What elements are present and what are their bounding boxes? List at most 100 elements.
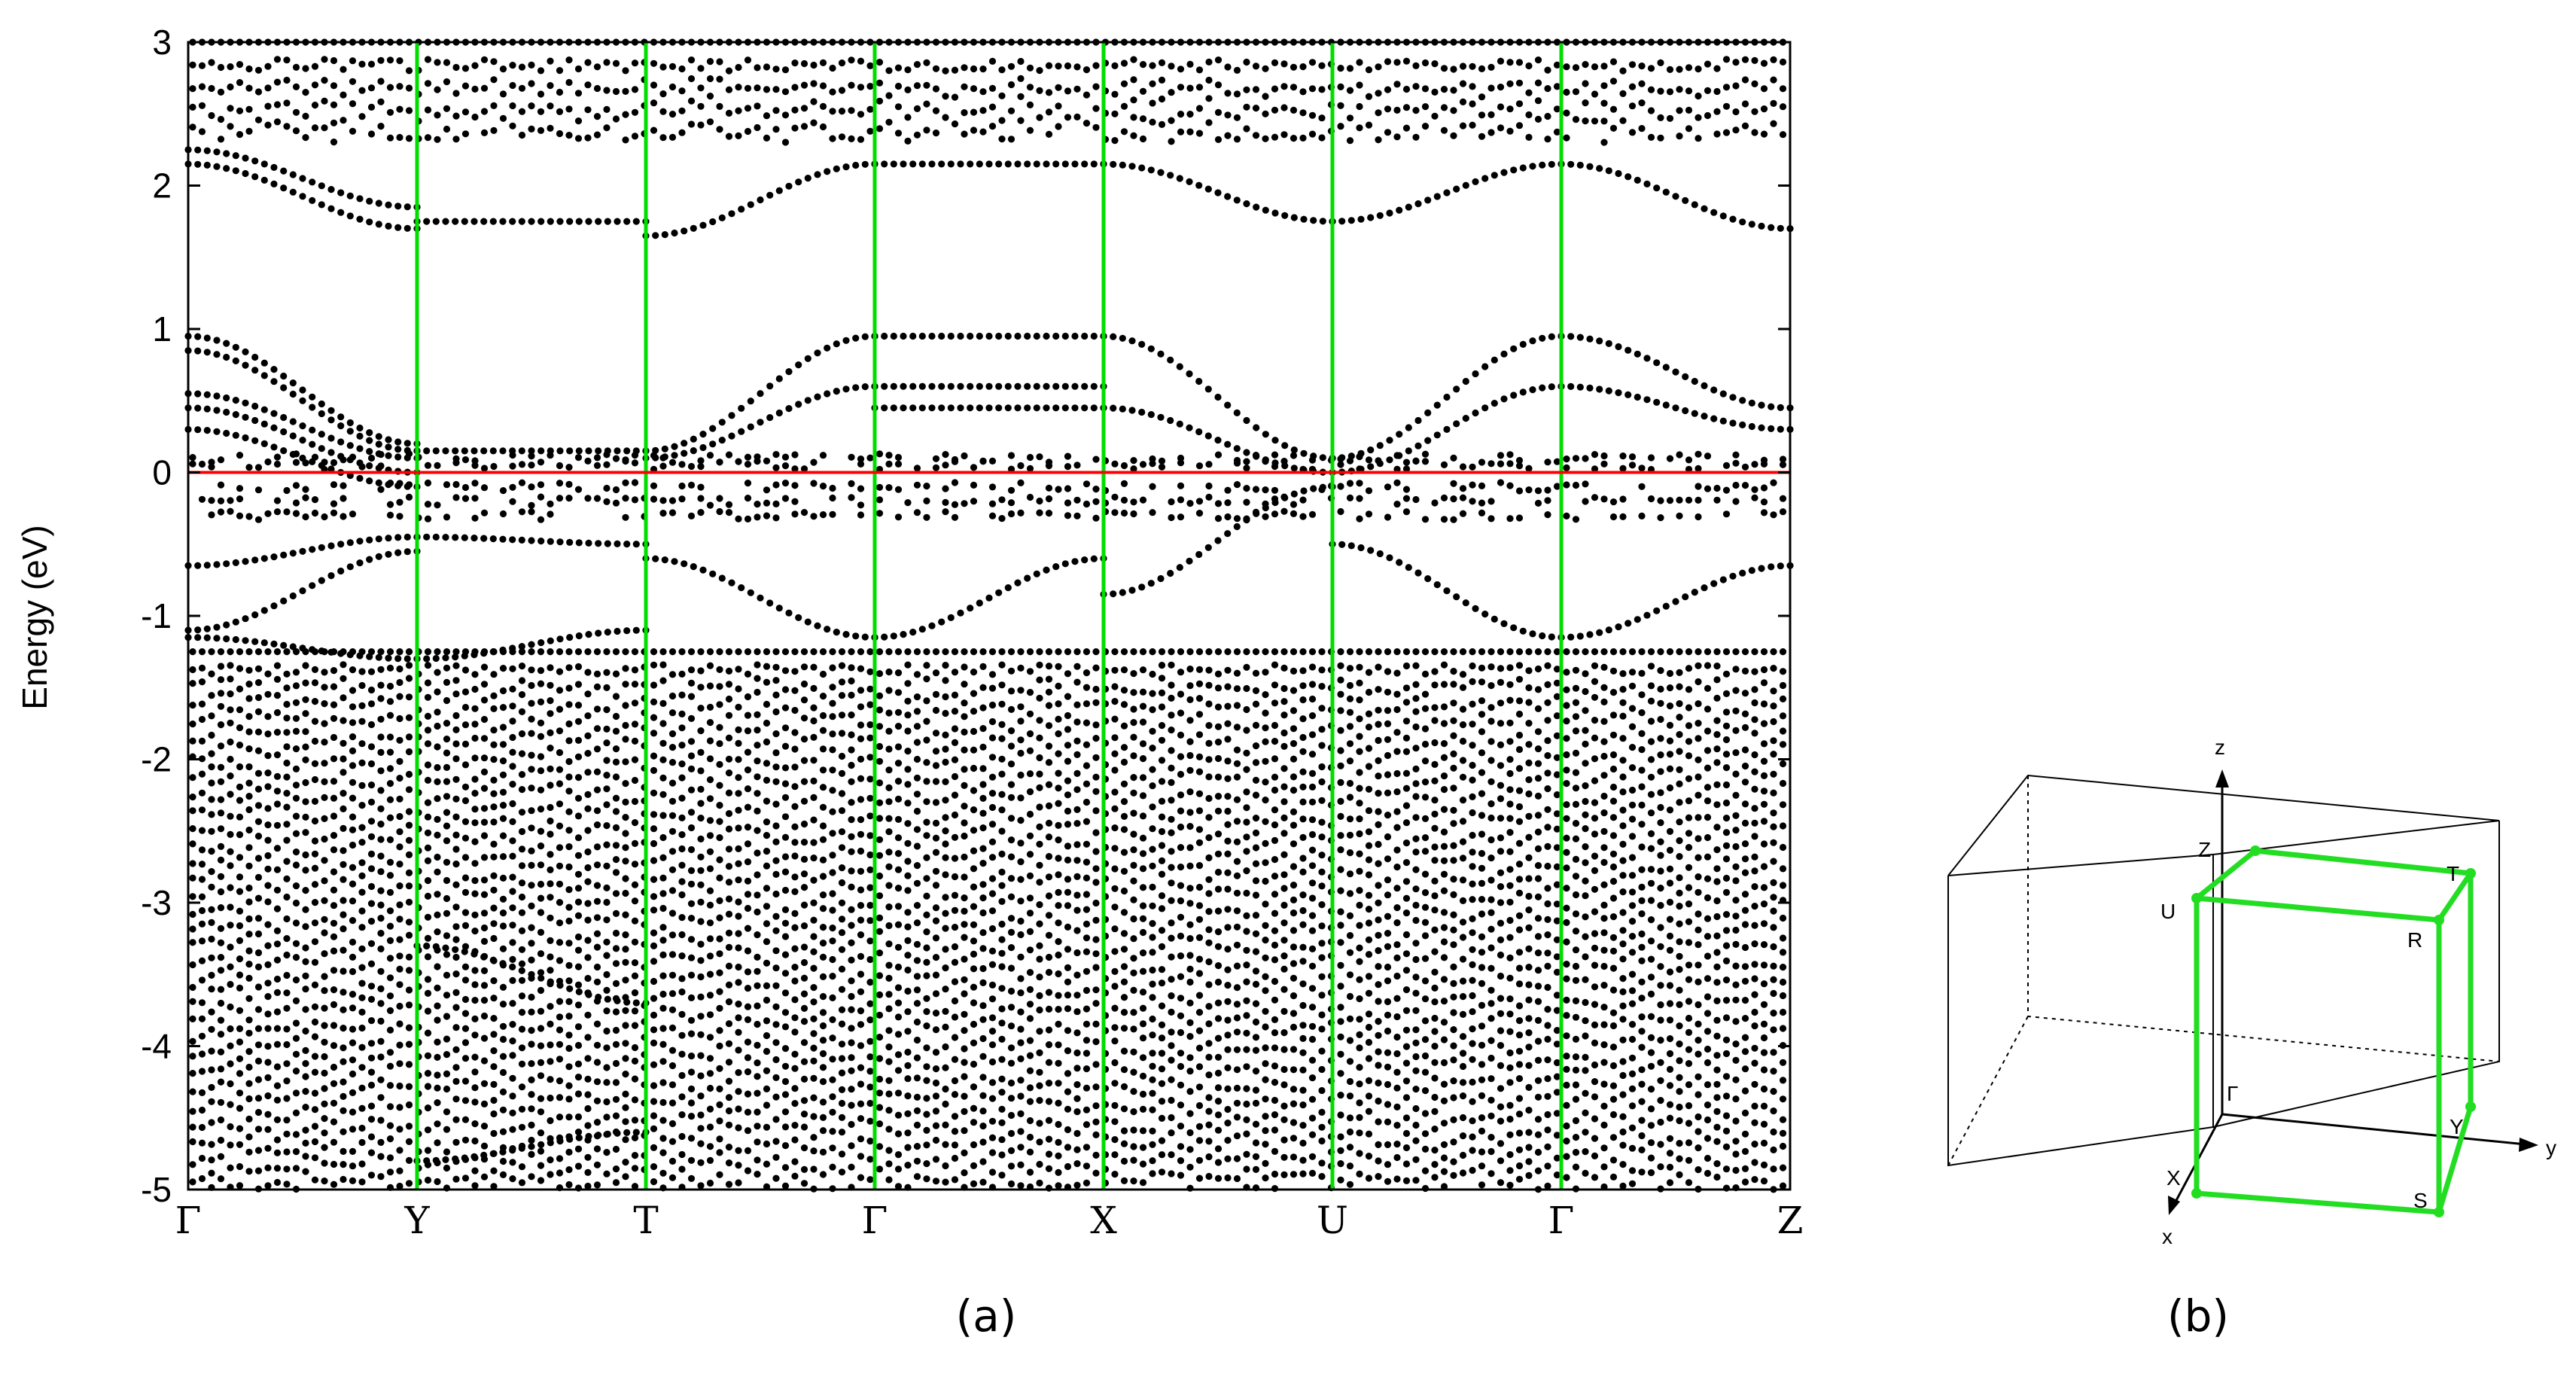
band-point (1082, 1179, 1091, 1187)
band-point (245, 884, 253, 892)
band-point (499, 757, 507, 765)
band-point (1337, 1092, 1344, 1099)
band-point (302, 1088, 309, 1095)
band-point (913, 1107, 921, 1114)
band-point (612, 1145, 620, 1153)
band-point (894, 963, 903, 971)
band-point (1214, 999, 1223, 1007)
band-point (631, 756, 639, 763)
band-point (1186, 60, 1194, 68)
band-point (340, 897, 347, 904)
band-point (1337, 1147, 1344, 1154)
band-point (735, 790, 742, 797)
band-point (405, 733, 413, 741)
band-point (245, 779, 253, 787)
band-point (942, 758, 949, 766)
band-point (574, 1074, 583, 1081)
band-point (763, 1047, 771, 1056)
band-point (311, 919, 319, 927)
band-point (1064, 856, 1072, 864)
band-point (998, 920, 1006, 928)
band-point (603, 1027, 611, 1035)
band-point (942, 1162, 949, 1170)
band-point (443, 992, 451, 999)
band-point (1082, 858, 1091, 866)
band-point (1073, 63, 1081, 71)
band-point (377, 1000, 385, 1007)
band-point (1026, 101, 1034, 108)
band-point (198, 906, 206, 915)
band-point (970, 648, 978, 656)
band-point (198, 861, 206, 868)
band-point (1262, 778, 1269, 786)
band-point (1365, 1092, 1373, 1100)
band-point (979, 945, 987, 952)
band-point (1092, 829, 1100, 836)
band-point (1402, 1160, 1411, 1168)
band-point (1007, 1129, 1015, 1138)
band-point (1243, 58, 1250, 66)
band-point (848, 883, 855, 891)
band-point (1186, 766, 1194, 774)
band-point (857, 57, 865, 65)
band-point (781, 853, 790, 861)
band-point (1082, 948, 1091, 955)
band-point (1092, 916, 1100, 924)
band-point (612, 979, 620, 987)
band-point (198, 893, 206, 900)
band-point (556, 780, 564, 788)
band-point (1262, 1127, 1269, 1135)
band-point (1036, 694, 1043, 702)
band-point (979, 1016, 987, 1023)
band-point (800, 736, 808, 743)
band-point (1186, 1088, 1194, 1095)
band-point (593, 1078, 601, 1086)
band-point (264, 993, 272, 1001)
band-point (264, 1164, 272, 1171)
band-point (1487, 129, 1495, 136)
band-point (283, 1130, 291, 1138)
band-point (932, 1177, 940, 1185)
band-point (1205, 890, 1213, 897)
band-point (1186, 648, 1194, 656)
band-point (1262, 1159, 1269, 1167)
band-point (1497, 936, 1505, 943)
band-point (452, 112, 460, 120)
band-point (396, 1167, 403, 1174)
band-point (1092, 964, 1100, 971)
band-point (875, 59, 884, 66)
band-point (772, 822, 780, 830)
band-point (424, 727, 432, 734)
band-point (1346, 87, 1354, 94)
band-point (857, 952, 865, 960)
band-point (1045, 833, 1053, 841)
band-point (1252, 721, 1260, 730)
band-point (349, 733, 357, 741)
band-point (1308, 1153, 1317, 1160)
band-point (1224, 1046, 1232, 1053)
band-point (763, 648, 771, 656)
band-point (781, 989, 790, 997)
band-point (1045, 742, 1053, 750)
band-point (1252, 930, 1260, 937)
band-point (1120, 946, 1128, 953)
band-point (1243, 1130, 1250, 1138)
band-point (528, 751, 535, 759)
band-point (716, 950, 723, 958)
band-point (236, 131, 244, 139)
band-point (217, 1116, 225, 1124)
band-point (1308, 1074, 1317, 1082)
band-point (1318, 797, 1326, 804)
band-point (951, 1154, 959, 1162)
band-point (358, 1084, 366, 1092)
band-point (744, 877, 752, 885)
band-point (1271, 738, 1279, 745)
band-point (838, 1069, 846, 1077)
band-point (885, 92, 893, 99)
band-point (875, 972, 884, 979)
band-point (443, 778, 451, 785)
band-point (725, 711, 733, 719)
band-point (311, 1123, 319, 1130)
band-point (283, 935, 291, 943)
band-point (848, 135, 855, 142)
